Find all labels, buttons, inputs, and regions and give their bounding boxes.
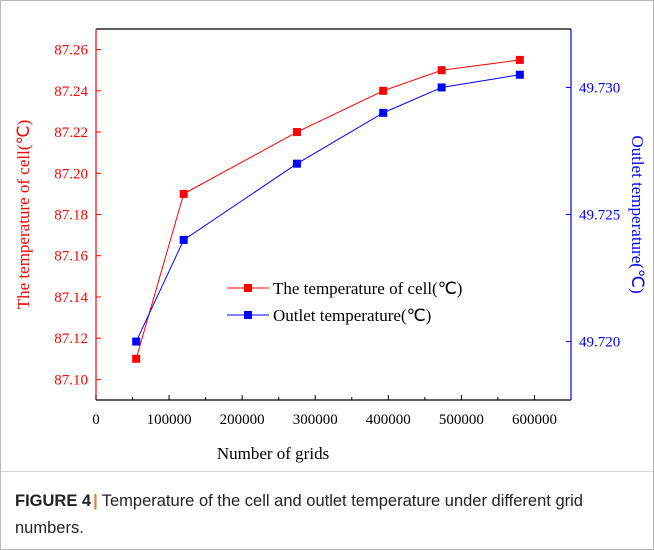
right-y-tick-label: 49.730	[579, 80, 620, 96]
x-tick-label: 200000	[220, 412, 265, 428]
right-y-axis-title: Outlet temperature(℃)	[628, 135, 647, 293]
legend-marker-1	[244, 284, 252, 292]
left-y-tick-label: 87.14	[54, 290, 88, 306]
data-point-series-1	[132, 354, 141, 363]
data-point-series-1	[437, 66, 446, 75]
left-y-tick-label: 87.22	[54, 125, 88, 141]
right-y-tick-label: 49.725	[579, 208, 620, 224]
left-y-tick-label: 87.24	[54, 84, 88, 100]
dual-axis-line-chart: 0 100000 200000 300000 400000 500000 600000 87.…	[14, 28, 647, 463]
x-tick-label: 300000	[293, 412, 338, 428]
legend-label-2: Outlet temperature(℃)	[273, 306, 431, 325]
left-y-axis-title: The temperature of cell(℃)	[14, 120, 33, 309]
legend-marker-2	[244, 311, 252, 319]
figure-label: FIGURE 4	[15, 492, 92, 510]
data-point-series-2	[379, 108, 388, 117]
caption-divider	[1, 471, 653, 472]
left-y-tick-label: 87.16	[54, 249, 88, 265]
data-point-series-2	[179, 235, 188, 244]
x-tick-label: 600000	[512, 412, 557, 428]
data-point-series-1	[379, 86, 388, 95]
caption-separator: |	[93, 492, 98, 510]
x-tick-label: 0	[92, 412, 100, 428]
left-y-tick-label: 87.10	[54, 372, 88, 388]
left-y-tick-label: 87.18	[54, 208, 88, 224]
data-point-series-2	[515, 70, 524, 79]
data-point-series-1	[292, 128, 301, 137]
legend-label-1: The temperature of cell(℃)	[273, 279, 462, 298]
data-point-series-2	[132, 337, 141, 346]
series-line-2	[135, 74, 520, 342]
data-point-series-2	[292, 159, 301, 168]
caption-text: Temperature of the cell and outlet tempe…	[15, 492, 583, 537]
left-y-tick-label: 87.12	[54, 331, 88, 347]
right-y-tick-label: 49.720	[579, 335, 620, 351]
data-point-series-1	[515, 55, 524, 64]
left-y-tick-label: 87.20	[54, 166, 88, 182]
x-tick-label: 500000	[439, 412, 484, 428]
x-tick-label: 100000	[147, 412, 192, 428]
left-y-tick-label: 87.26	[54, 43, 88, 59]
data-point-series-2	[437, 83, 446, 92]
x-tick-label: 400000	[366, 412, 411, 428]
series-line-1	[135, 59, 520, 359]
x-axis-title: Number of grids	[217, 444, 329, 463]
data-point-series-1	[179, 189, 188, 198]
figure-caption: FIGURE 4 | Temperature of the cell and out…	[15, 488, 635, 542]
